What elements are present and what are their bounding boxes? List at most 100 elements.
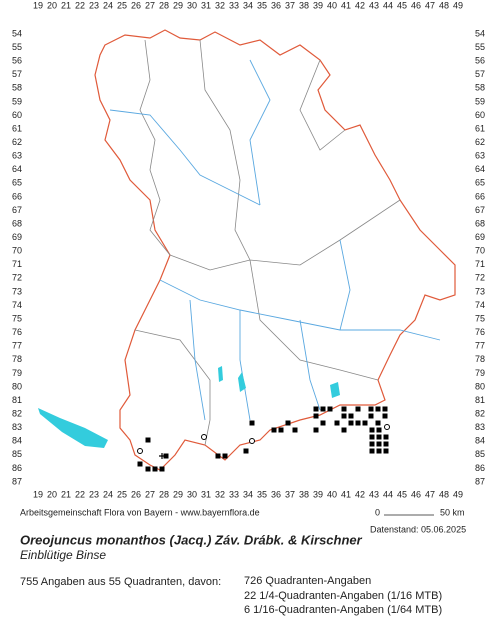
y-label: 55 bbox=[12, 42, 22, 52]
x-label: 24 bbox=[103, 0, 113, 10]
y-label: 71 bbox=[12, 259, 22, 269]
record bbox=[271, 427, 277, 433]
map bbox=[38, 29, 456, 471]
x-label: 27 bbox=[145, 489, 155, 499]
date: Datenstand: 05.06.2025 bbox=[370, 524, 466, 534]
y-label: 65 bbox=[12, 178, 22, 188]
y-label: 62 bbox=[12, 137, 22, 147]
record bbox=[320, 406, 326, 412]
record bbox=[159, 466, 165, 472]
y-label: 73 bbox=[12, 286, 22, 296]
y-label: 60 bbox=[475, 110, 485, 120]
axis-labels: 19 19 20 20 21 21 22 22 23 23 24 24 25 25 26 26 27 27 28 28… bbox=[12, 0, 485, 499]
records bbox=[137, 406, 390, 472]
y-label: 75 bbox=[475, 313, 485, 323]
x-label: 29 bbox=[173, 489, 183, 499]
record bbox=[368, 413, 374, 419]
x-label: 32 bbox=[215, 0, 225, 10]
record bbox=[341, 427, 347, 433]
scale-label: 50 km bbox=[440, 507, 465, 517]
count: 726 Quadranten-Angaben bbox=[244, 575, 371, 587]
x-label: 25 bbox=[117, 489, 127, 499]
record bbox=[313, 413, 319, 419]
y-label: 80 bbox=[12, 381, 22, 391]
x-label: 48 bbox=[439, 0, 449, 10]
x-label: 40 bbox=[327, 489, 337, 499]
x-label: 34 bbox=[243, 0, 253, 10]
y-label: 70 bbox=[475, 246, 485, 256]
record bbox=[292, 427, 298, 433]
y-label: 69 bbox=[475, 232, 485, 242]
y-label: 85 bbox=[475, 449, 485, 459]
record bbox=[383, 441, 389, 447]
y-label: 58 bbox=[12, 83, 22, 93]
x-label: 45 bbox=[397, 0, 407, 10]
x-label: 39 bbox=[313, 489, 323, 499]
x-label: 26 bbox=[131, 0, 141, 10]
x-label: 31 bbox=[201, 489, 211, 499]
y-label: 56 bbox=[475, 56, 485, 66]
y-label: 75 bbox=[12, 313, 22, 323]
y-label: 63 bbox=[12, 151, 22, 161]
x-label: 22 bbox=[75, 0, 85, 10]
border bbox=[94, 29, 456, 471]
x-label: 30 bbox=[187, 489, 197, 499]
y-label: 82 bbox=[475, 408, 485, 418]
record-circle bbox=[137, 448, 143, 454]
x-label: 49 bbox=[453, 0, 463, 10]
y-label: 70 bbox=[12, 246, 22, 256]
x-label: 47 bbox=[425, 489, 435, 499]
y-label: 81 bbox=[12, 395, 22, 405]
x-label: 45 bbox=[397, 489, 407, 499]
y-label: 83 bbox=[12, 422, 22, 432]
subtitle: Einblütige Binse bbox=[20, 548, 106, 562]
y-label: 79 bbox=[475, 368, 485, 378]
title: Oreojuncus monanthos (Jacq.) Záv. Drábk.… bbox=[20, 532, 363, 547]
x-label: 44 bbox=[383, 489, 393, 499]
record bbox=[368, 406, 374, 412]
record bbox=[355, 406, 361, 412]
record bbox=[334, 420, 340, 426]
record bbox=[341, 413, 347, 419]
record bbox=[145, 437, 151, 443]
y-label: 84 bbox=[12, 436, 22, 446]
x-label: 33 bbox=[229, 0, 239, 10]
record bbox=[285, 420, 291, 426]
record-plus bbox=[159, 453, 165, 459]
record bbox=[375, 420, 381, 426]
y-label: 55 bbox=[475, 42, 485, 52]
y-label: 59 bbox=[475, 96, 485, 106]
record bbox=[376, 441, 382, 447]
y-label: 64 bbox=[475, 164, 485, 174]
record bbox=[382, 413, 388, 419]
record bbox=[376, 427, 382, 433]
y-label: 78 bbox=[475, 354, 485, 364]
record bbox=[243, 448, 249, 454]
x-label: 37 bbox=[285, 0, 295, 10]
rivers bbox=[109, 59, 441, 421]
credit: Arbeitsgemeinschaft Flora von Bayern - w… bbox=[20, 507, 260, 517]
x-label: 28 bbox=[159, 0, 169, 10]
y-label: 85 bbox=[12, 449, 22, 459]
x-label: 30 bbox=[187, 0, 197, 10]
x-label: 36 bbox=[271, 0, 281, 10]
y-label: 83 bbox=[475, 422, 485, 432]
y-label: 86 bbox=[475, 463, 485, 473]
x-label: 23 bbox=[89, 0, 99, 10]
x-label: 37 bbox=[285, 489, 295, 499]
y-label: 67 bbox=[12, 205, 22, 215]
x-label: 32 bbox=[215, 489, 225, 499]
x-label: 34 bbox=[243, 489, 253, 499]
scale-label: 0 bbox=[375, 507, 380, 517]
record bbox=[278, 427, 284, 433]
y-label: 77 bbox=[12, 341, 22, 351]
y-label: 63 bbox=[475, 151, 485, 161]
y-label: 81 bbox=[475, 395, 485, 405]
record bbox=[369, 427, 375, 433]
record bbox=[320, 420, 326, 426]
y-label: 56 bbox=[12, 56, 22, 66]
record bbox=[222, 453, 228, 459]
record bbox=[348, 413, 354, 419]
x-label: 22 bbox=[75, 489, 85, 499]
